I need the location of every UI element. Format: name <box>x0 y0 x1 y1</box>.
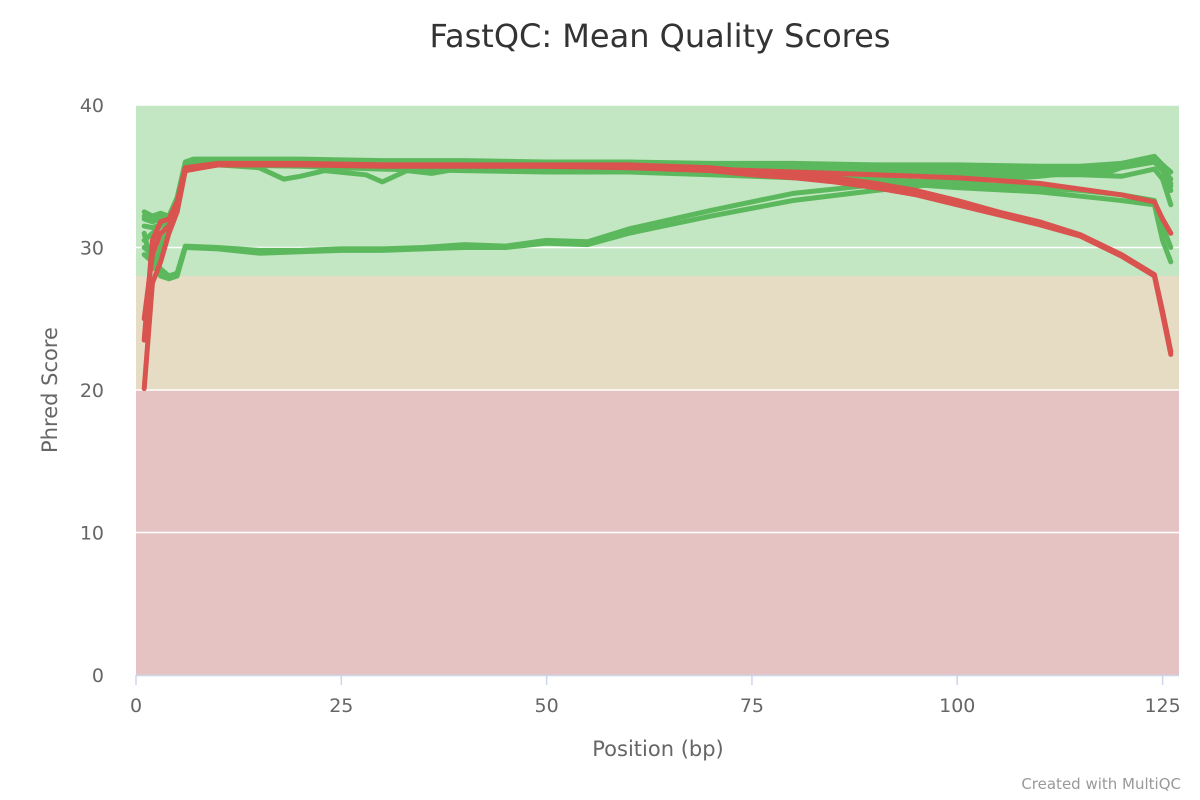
y-tick-label: 0 <box>92 665 104 687</box>
x-tick-label: 25 <box>329 695 353 717</box>
axes: 0 10 20 30 40 0 25 50 75 100 125 <box>80 95 1181 717</box>
x-tick-label: 100 <box>939 695 975 717</box>
credit-text[interactable]: Created with MultiQC <box>1021 775 1181 793</box>
y-tick-label: 40 <box>80 95 104 117</box>
series-line-7[interactable] <box>141 153 1174 279</box>
y-axis-label: Phred Score <box>38 327 62 453</box>
chart-title: FastQC: Mean Quality Scores <box>430 17 891 55</box>
x-tick-label: 50 <box>535 695 559 717</box>
grid-lines <box>136 104 1179 534</box>
band-1 <box>136 276 1179 390</box>
series-line-10[interactable] <box>141 162 1174 322</box>
y-tick-label: 10 <box>80 523 104 545</box>
x-tick-label: 75 <box>740 695 764 717</box>
x-tick-label: 0 <box>130 695 142 717</box>
x-tick-label: 125 <box>1144 695 1180 717</box>
y-tick-label: 20 <box>80 380 104 402</box>
y-tick-label: 30 <box>80 238 104 260</box>
x-axis-label: Position (bp) <box>592 737 724 761</box>
series-lines <box>141 153 1174 392</box>
